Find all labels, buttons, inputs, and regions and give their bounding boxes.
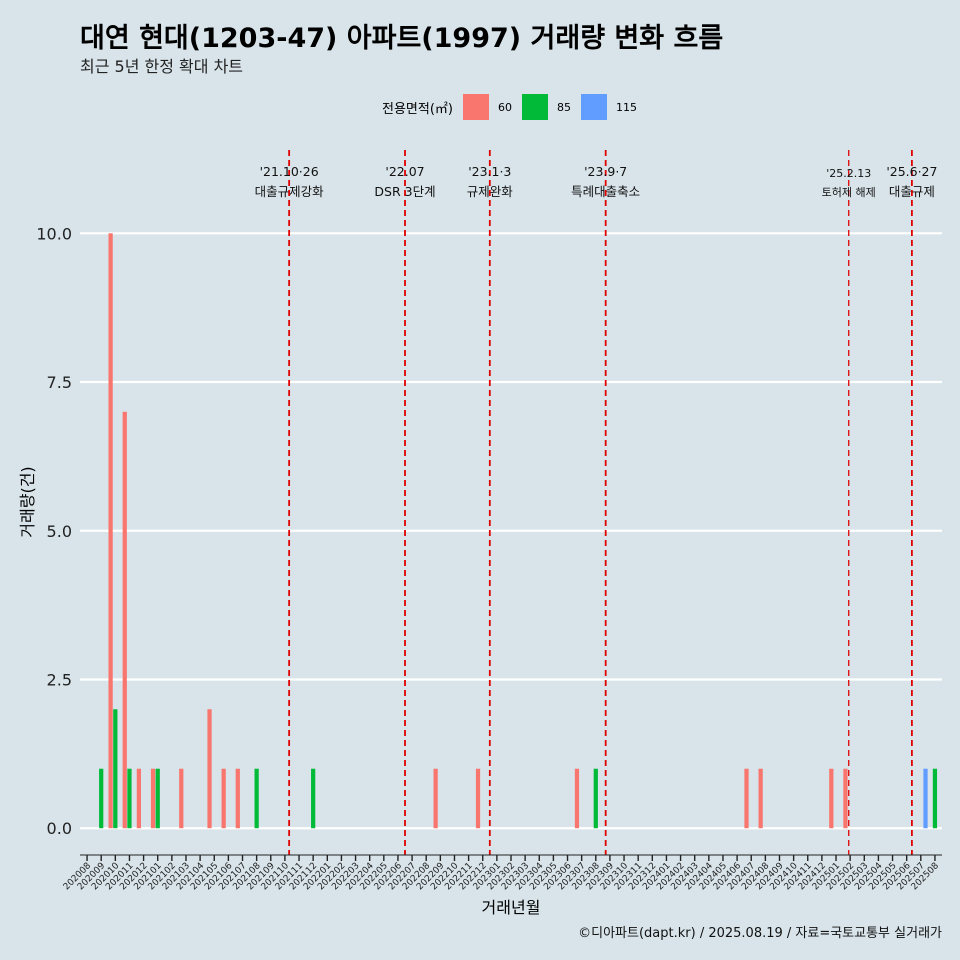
chart-title: 대연 현대(1203-47) 아파트(1997) 거래량 변화 흐름 (80, 23, 724, 54)
bar-202011-60 (122, 411, 127, 829)
chart-subtitle: 최근 5년 한정 확대 차트 (80, 57, 244, 76)
x-axis: 2020082020092020102020112020122021012021… (62, 854, 942, 892)
bar-202103-60 (179, 768, 184, 829)
bar-202407-60 (744, 768, 749, 829)
y-tick-label: 5.0 (47, 522, 72, 541)
bar-202502-60 (843, 768, 848, 829)
legend-title: 전용면적(㎡) (382, 101, 453, 117)
bar-202106-60 (221, 768, 226, 829)
y-tick-label: 0.0 (47, 819, 72, 838)
bar-202408-60 (758, 768, 763, 829)
legend-label-115: 115 (615, 100, 637, 114)
bar-202011-85 (127, 768, 132, 829)
bar-202010-85 (113, 709, 118, 829)
event-date: '25.2.13 (826, 167, 871, 180)
y-tick-label: 10.0 (36, 224, 72, 243)
legend-swatch-115 (580, 94, 607, 120)
x-axis-title: 거래년월 (482, 898, 541, 917)
bars (99, 233, 938, 829)
bar-202101-60 (150, 768, 156, 829)
event-annotations: '21.10·26 대출규제강화 '22.07 DSR 3단계 '23.1·3 규제완화 '… (255, 164, 938, 199)
bar-202108-85 (254, 768, 259, 829)
bar-202501-60 (829, 768, 834, 829)
y-axis: 0.0 2.5 5.0 7.5 10.0 (36, 224, 72, 838)
event-label: 특례대출축소 (571, 184, 640, 199)
bar-202507-115 (923, 768, 928, 829)
bar-202105-60 (207, 709, 212, 829)
bar-202112-85 (311, 768, 316, 829)
event-label: 대출규제 (889, 184, 935, 199)
event-date: '21.10·26 (260, 164, 319, 179)
bar-202212-60 (475, 768, 481, 829)
event-label: 규제완화 (467, 184, 514, 199)
bar-202010-60 (108, 233, 113, 829)
event-date: '23.1·3 (468, 164, 511, 179)
event-date: '25.6·27 (886, 164, 937, 179)
legend-label-85: 85 (556, 100, 571, 114)
event-lines (288, 150, 913, 855)
event-date: '23.9·7 (584, 164, 627, 179)
event-label: DSR 3단계 (374, 184, 435, 199)
grid-lines (80, 232, 942, 830)
legend-label-60: 60 (497, 100, 512, 114)
y-tick-label: 2.5 (47, 670, 72, 689)
y-axis-title: 거래량(건) (18, 466, 37, 537)
legend-swatch-60 (462, 94, 489, 120)
source-caption: ©디아파트(dapt.kr) / 2025.08.19 / 자료=국토교통부 실… (578, 926, 942, 941)
event-label: 토허제 해제 (822, 185, 876, 199)
event-label: 대출규제강화 (255, 184, 325, 199)
bar-202012-60 (136, 768, 141, 829)
legend: 전용면적(㎡) 60 85 115 (382, 94, 637, 120)
bar-202508-85 (932, 768, 938, 829)
bar-202107-60 (235, 768, 240, 829)
bar-202308-85 (593, 768, 598, 829)
y-tick-label: 7.5 (47, 373, 72, 392)
bar-202307-60 (574, 768, 580, 829)
bar-202009-85 (99, 768, 104, 829)
bar-202101-85 (155, 768, 160, 829)
event-date: '22.07 (385, 164, 424, 179)
bar-202209-60 (433, 768, 438, 829)
legend-swatch-85 (521, 94, 548, 120)
